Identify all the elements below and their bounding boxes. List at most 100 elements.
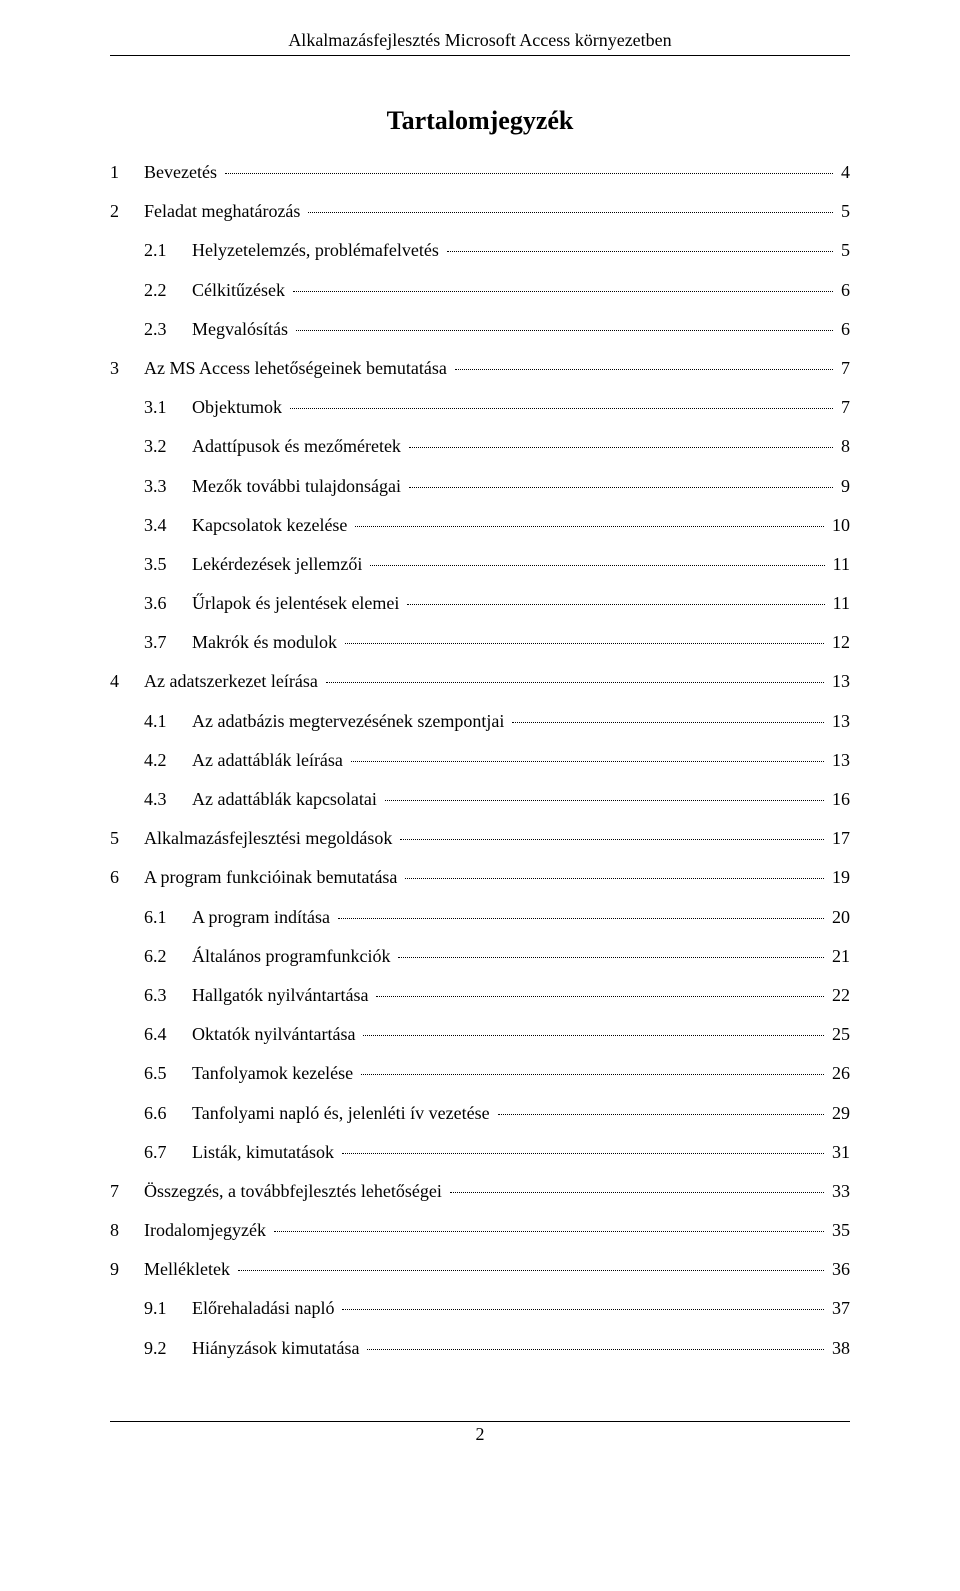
toc-leader [293,291,833,292]
toc-entry-label: Irodalomjegyzék [144,1218,270,1243]
toc-entry[interactable]: 2.2Célkitűzések6 [110,278,850,303]
toc-entry-label: Tanfolyamok kezelése [192,1061,357,1086]
toc-entry-label: Az adattáblák kapcsolatai [192,787,381,812]
toc-entry-page: 17 [828,826,850,851]
running-title: Alkalmazásfejlesztés Microsoft Access kö… [288,30,671,50]
toc-entry[interactable]: 3.4Kapcsolatok kezelése10 [110,513,850,538]
toc-entry[interactable]: 3.6Űrlapok és jelentések elemei 11 [110,591,850,616]
toc-entry-page: 6 [837,278,850,303]
toc-entry-number: 8 [110,1218,144,1243]
toc-entry-label: A program funkcióinak bemutatása [144,865,401,890]
toc-entry[interactable]: 7Összegzés, a továbbfejlesztés lehetőség… [110,1179,850,1204]
toc-entry-page: 33 [828,1179,850,1204]
toc-entry-number: 4.2 [144,748,192,773]
toc-entry[interactable]: 9.1Előrehaladási napló 37 [110,1296,850,1321]
toc-entry[interactable]: 2.3Megvalósítás6 [110,317,850,342]
toc-leader [342,1309,824,1310]
toc-entry[interactable]: 1Bevezetés4 [110,160,850,185]
toc-entry-label: Általános programfunkciók [192,944,394,969]
toc-leader [447,251,833,252]
toc-entry-page: 5 [837,199,850,224]
toc-entry[interactable]: 5Alkalmazásfejlesztési megoldások17 [110,826,850,851]
toc-entry[interactable]: 3.7Makrók és modulok12 [110,630,850,655]
toc-entry-number: 6.2 [144,944,192,969]
toc-list: 1Bevezetés42Feladat meghatározás52.1Hely… [110,160,850,1361]
toc-entry-label: Mezők további tulajdonságai [192,474,405,499]
toc-entry[interactable]: 6.2Általános programfunkciók 21 [110,944,850,969]
toc-entry[interactable]: 6.6Tanfolyami napló és, jelenléti ív vez… [110,1101,850,1126]
toc-entry[interactable]: 6.1A program indítása20 [110,905,850,930]
toc-entry-number: 3.5 [144,552,192,577]
toc-entry[interactable]: 3.5Lekérdezések jellemzői11 [110,552,850,577]
toc-entry-page: 37 [828,1296,850,1321]
toc-entry[interactable]: 3.2Adattípusok és mezőméretek8 [110,434,850,459]
toc-entry-label: Kapcsolatok kezelése [192,513,351,538]
toc-entry-number: 3.3 [144,474,192,499]
toc-entry-number: 2 [110,199,144,224]
toc-entry-page: 26 [828,1061,850,1086]
toc-entry-label: Alkalmazásfejlesztési megoldások [144,826,396,851]
toc-leader [338,918,824,919]
toc-entry-page: 10 [828,513,850,538]
toc-entry[interactable]: 4.1Az adatbázis megtervezésének szempont… [110,709,850,734]
toc-entry[interactable]: 6.5Tanfolyamok kezelése 26 [110,1061,850,1086]
toc-entry-number: 6.6 [144,1101,192,1126]
toc-entry-number: 3.6 [144,591,192,616]
toc-entry[interactable]: 4Az adatszerkezet leírása13 [110,669,850,694]
toc-leader [342,1153,824,1154]
toc-entry-label: Megvalósítás [192,317,292,342]
toc-entry[interactable]: 9Mellékletek36 [110,1257,850,1282]
toc-entry-label: Adattípusok és mezőméretek [192,434,405,459]
toc-entry[interactable]: 8Irodalomjegyzék35 [110,1218,850,1243]
toc-entry-number: 4 [110,669,144,694]
toc-entry-page: 7 [837,395,850,420]
toc-entry-page: 5 [837,238,850,263]
toc-entry[interactable]: 6.7Listák, kimutatások31 [110,1140,850,1165]
toc-entry-page: 16 [828,787,850,812]
toc-entry[interactable]: 6.4Oktatók nyilvántartása25 [110,1022,850,1047]
toc-entry-number: 1 [110,160,144,185]
toc-entry-number: 9.1 [144,1296,192,1321]
toc-entry-page: 25 [828,1022,850,1047]
toc-entry[interactable]: 6A program funkcióinak bemutatása19 [110,865,850,890]
toc-entry-page: 11 [829,552,850,577]
toc-leader [398,957,824,958]
toc-entry[interactable]: 2Feladat meghatározás 5 [110,199,850,224]
toc-entry-number: 6.7 [144,1140,192,1165]
toc-entry[interactable]: 2.1Helyzetelemzés, problémafelvetés5 [110,238,850,263]
page-number: 2 [110,1424,850,1445]
toc-entry-page: 4 [837,160,850,185]
toc-entry-label: Hallgatók nyilvántartása [192,983,372,1008]
toc-leader [296,330,833,331]
toc-leader [405,878,824,879]
toc-entry-label: A program indítása [192,905,334,930]
toc-entry[interactable]: 9.2Hiányzások kimutatása38 [110,1336,850,1361]
toc-entry-label: Az adattáblák leírása [192,748,347,773]
toc-leader [409,487,833,488]
toc-entry-page: 21 [828,944,850,969]
toc-entry[interactable]: 3Az MS Access lehetőségeinek bemutatása7 [110,356,850,381]
toc-leader [385,800,824,801]
toc-leader [361,1074,824,1075]
toc-leader [400,839,824,840]
toc-entry-number: 6.4 [144,1022,192,1047]
toc-entry-label: Feladat meghatározás [144,199,304,224]
toc-entry-page: 36 [828,1257,850,1282]
toc-entry[interactable]: 4.2Az adattáblák leírása13 [110,748,850,773]
toc-entry-page: 13 [828,709,850,734]
toc-leader [290,408,833,409]
toc-entry-label: Tanfolyami napló és, jelenléti ív vezeté… [192,1101,494,1126]
toc-leader [351,761,824,762]
toc-entry-label: Űrlapok és jelentések elemei [192,591,403,616]
toc-leader [274,1231,824,1232]
toc-entry[interactable]: 4.3Az adattáblák kapcsolatai16 [110,787,850,812]
toc-entry-number: 6.5 [144,1061,192,1086]
toc-entry-label: Előrehaladási napló [192,1296,338,1321]
toc-entry-label: Összegzés, a továbbfejlesztés lehetősége… [144,1179,446,1204]
toc-entry[interactable]: 6.3Hallgatók nyilvántartása22 [110,983,850,1008]
toc-entry-number: 6.1 [144,905,192,930]
toc-entry[interactable]: 3.3Mezők további tulajdonságai9 [110,474,850,499]
toc-entry-number: 7 [110,1179,144,1204]
toc-entry-page: 11 [829,591,850,616]
toc-entry[interactable]: 3.1Objektumok7 [110,395,850,420]
